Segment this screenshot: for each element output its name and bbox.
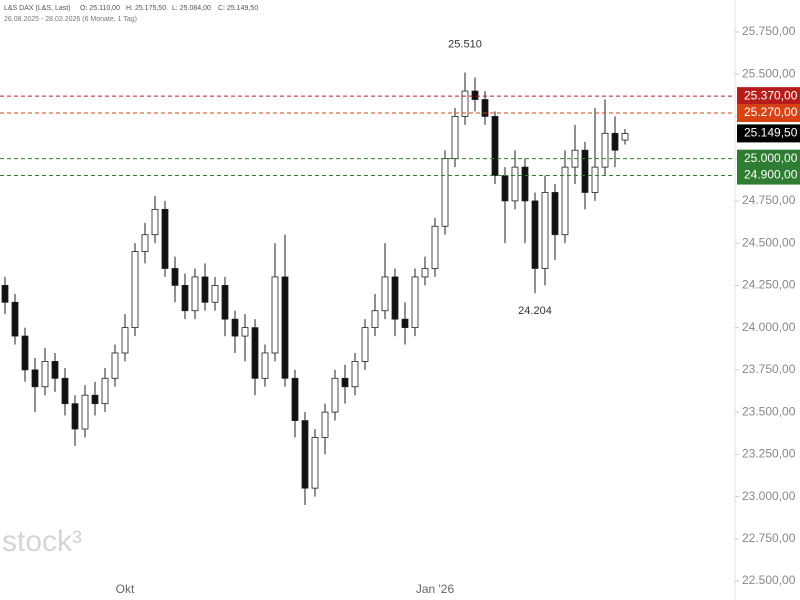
candle-body [441, 158, 449, 227]
level-label: 25.370,00 [744, 88, 798, 102]
candle-body [211, 284, 219, 303]
ohlc-value: L: 25.084,00 [172, 5, 211, 12]
y-tick-label: 23.500,00 [742, 404, 796, 418]
candle-body [181, 284, 189, 312]
level-label: 25.000,00 [744, 151, 798, 165]
y-tick-label: 24.250,00 [742, 278, 796, 292]
candle-body [21, 335, 29, 371]
y-tick-label: 24.500,00 [742, 235, 796, 249]
candle-body [31, 369, 39, 388]
candle-body [591, 166, 599, 193]
candle-body [111, 352, 119, 379]
candle-body [421, 268, 429, 278]
candle-body [331, 377, 339, 413]
candle-body [541, 192, 549, 269]
candle-body [71, 403, 79, 430]
candle-body [271, 276, 279, 354]
y-tick-label: 25.500,00 [742, 66, 796, 80]
legend: L&S DAX (L&S, Last) [4, 5, 71, 12]
candle-body [511, 166, 519, 202]
candle-body [601, 132, 609, 168]
y-tick-label: 23.250,00 [742, 447, 796, 461]
candle-body [491, 116, 499, 176]
candle-body [301, 420, 309, 489]
date-range: 26.08.2025 - 28.02.2026 (6 Monate, 1 Tag… [4, 16, 137, 23]
candle-body [261, 352, 269, 379]
y-tick-label: 25.750,00 [742, 24, 796, 38]
candle-body [1, 284, 9, 303]
candle-body [91, 394, 99, 405]
candle-body [101, 377, 109, 405]
candle-body [401, 318, 409, 329]
annotation: 24.204 [518, 305, 552, 317]
level-badge [737, 87, 800, 106]
candle-body [121, 327, 129, 354]
candle-body [151, 208, 159, 236]
candle-body [341, 377, 349, 388]
candle-body [191, 276, 199, 312]
candle-body [351, 361, 359, 388]
candle-body [291, 377, 299, 421]
candle-body [141, 234, 149, 252]
candle-body [221, 284, 229, 320]
candle-body [581, 149, 589, 193]
candle-body [451, 116, 459, 160]
candle-body [621, 132, 629, 141]
candle-body [131, 251, 139, 329]
y-tick-label: 23.750,00 [742, 362, 796, 376]
annotation: 25.510 [448, 38, 482, 50]
candle-body [11, 301, 19, 337]
candle-body [361, 327, 369, 362]
level-badge [737, 104, 800, 123]
ohlc-value: H: 25.175,50 [126, 5, 166, 12]
candle-body [521, 166, 529, 202]
candle-body [531, 200, 539, 269]
candle-body [201, 276, 209, 303]
candle-body [611, 132, 619, 151]
watermark: stock³ [2, 525, 82, 558]
candle-body [561, 166, 569, 236]
candle-body [501, 175, 509, 202]
candle-body [371, 310, 379, 329]
candle-body [251, 327, 259, 379]
level-label: 25.270,00 [744, 105, 798, 119]
ohlc-value: O: 25.110,00 [80, 5, 120, 12]
candle-body [311, 437, 319, 489]
candle-body [321, 411, 329, 438]
candle-body [481, 99, 489, 117]
candle-body [171, 268, 179, 286]
y-tick-label: 22.500,00 [742, 573, 796, 587]
x-tick-label: Jan '26 [416, 582, 455, 596]
y-tick-label: 22.750,00 [742, 531, 796, 545]
y-tick-label: 24.750,00 [742, 193, 796, 207]
y-tick-label: 23.000,00 [742, 489, 796, 503]
candle-body [41, 361, 49, 388]
price-badge [737, 124, 800, 143]
candle-body [61, 377, 69, 405]
candle-body [51, 361, 59, 379]
candle-body [411, 276, 419, 329]
x-tick-label: Okt [116, 582, 135, 596]
level-badge [737, 166, 800, 185]
candle-body [81, 394, 89, 430]
candle-body [461, 90, 469, 117]
candle-body [231, 318, 239, 337]
y-tick-label: 24.000,00 [742, 320, 796, 334]
candle-body [241, 327, 249, 337]
candle-body [161, 208, 169, 269]
candle-body [431, 225, 439, 269]
candle-body [391, 276, 399, 320]
candle-body [471, 90, 479, 100]
level-badge [737, 149, 800, 168]
ohlc-value: C: 25.149,50 [218, 5, 258, 12]
candle-body [381, 276, 389, 312]
candle-body [551, 192, 559, 236]
price-label: 25.149,50 [744, 126, 798, 140]
candle-body [281, 276, 289, 379]
level-label: 24.900,00 [744, 168, 798, 182]
